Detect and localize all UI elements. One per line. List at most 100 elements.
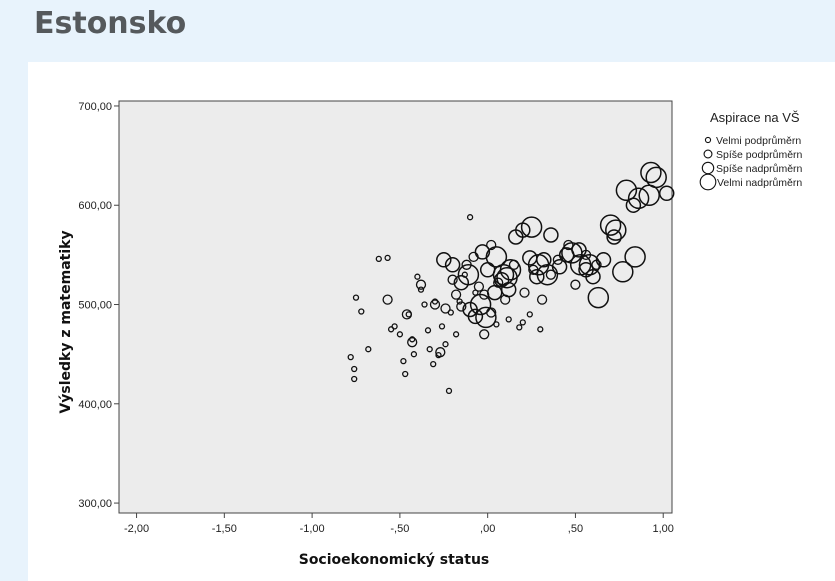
data-point	[351, 375, 358, 383]
data-point	[442, 341, 449, 348]
data-point	[409, 336, 416, 343]
x-tick-label: ,50	[568, 523, 583, 535]
x-tick-label: ,00	[480, 523, 495, 535]
data-point	[536, 263, 559, 286]
data-point	[450, 289, 462, 300]
data-point	[400, 357, 407, 365]
data-point	[479, 329, 490, 340]
data-point	[445, 387, 453, 395]
data-point	[606, 229, 622, 245]
y-tick-label: 700,00	[78, 101, 112, 113]
legend-marker	[703, 149, 713, 159]
data-point	[561, 242, 583, 264]
data-point	[516, 324, 523, 331]
data-point	[537, 326, 544, 333]
data-point	[438, 323, 446, 330]
legend-label: Velmi podprůměrn	[716, 135, 801, 147]
axes: -2,00 -1,50 -1,00 -,50 ,00 ,50 1,00 300,00 400,0…	[78, 101, 674, 535]
data-point	[396, 331, 404, 338]
data-point	[415, 279, 427, 290]
legend-marker	[704, 136, 712, 144]
data-point	[570, 279, 581, 290]
data-point	[457, 263, 480, 286]
data-point	[417, 286, 425, 293]
data-point	[453, 274, 470, 291]
data-point	[466, 214, 474, 221]
data-point	[435, 347, 446, 358]
data-point	[375, 255, 382, 263]
data-point	[407, 337, 418, 348]
data-point	[640, 161, 662, 184]
data-point	[436, 252, 452, 268]
data-point	[578, 254, 601, 276]
data-point	[402, 370, 409, 378]
data-point	[571, 242, 587, 258]
data-point	[612, 261, 634, 283]
data-point	[505, 316, 512, 323]
data-point	[536, 252, 552, 268]
data-point	[569, 254, 592, 276]
data-point	[519, 319, 526, 326]
data-point	[624, 246, 646, 268]
data-point	[543, 227, 559, 243]
x-tick-label: -,50	[390, 523, 409, 535]
data-point	[431, 298, 439, 305]
data-point	[347, 353, 354, 361]
data-point	[492, 263, 515, 286]
data-point	[536, 294, 548, 305]
data-point	[352, 294, 360, 301]
y-tick-label: 600,00	[78, 200, 112, 212]
data-point	[587, 286, 610, 309]
legend-label: Spíše nadprůměrn	[716, 163, 803, 175]
legend-marker	[699, 173, 717, 191]
data-point	[467, 308, 484, 325]
data-points	[347, 161, 675, 395]
data-point	[444, 257, 461, 273]
data-point	[391, 323, 398, 330]
data-point	[382, 294, 393, 305]
y-tick-label: 300,00	[78, 498, 112, 510]
x-tick-label: -2,00	[124, 523, 149, 535]
data-point	[475, 306, 497, 329]
data-point	[638, 184, 660, 207]
data-point	[595, 252, 612, 268]
data-point	[519, 287, 530, 298]
page-title: Estonsko	[34, 6, 187, 41]
legend-label: Velmi nadprůměrn	[717, 177, 802, 189]
x-tick-label: -1,50	[212, 523, 237, 535]
data-point	[486, 239, 497, 251]
x-axis-title: Socioekonomický status	[299, 552, 490, 568]
data-point	[358, 308, 365, 315]
data-point	[429, 299, 441, 310]
data-point	[426, 346, 433, 353]
data-point	[473, 281, 485, 292]
y-tick-label: 400,00	[78, 399, 112, 411]
data-point	[563, 239, 574, 251]
plot-area	[118, 100, 673, 514]
data-point	[526, 311, 533, 318]
legend: Aspirace na VŠ Velmi podprůměrn Spíše pod…	[699, 110, 803, 191]
data-point	[529, 268, 545, 285]
data-point	[351, 365, 358, 373]
data-point	[545, 269, 557, 280]
chart-figure: -2,00 -1,50 -1,00 -,50 ,00 ,50 1,00 300,00 400,0…	[28, 62, 835, 581]
data-point	[421, 301, 428, 308]
data-point	[430, 360, 437, 368]
data-point	[452, 331, 460, 338]
y-axis-title: Výsledky z matematiky	[58, 230, 74, 413]
data-point	[401, 309, 413, 320]
data-point	[585, 268, 601, 285]
data-point	[520, 216, 543, 238]
data-point	[469, 293, 492, 316]
data-point	[615, 179, 638, 202]
scatter-chart: -2,00 -1,50 -1,00 -,50 ,00 ,50 1,00 300,00 400,0…	[58, 100, 803, 568]
data-point	[410, 351, 418, 358]
data-point	[440, 303, 451, 314]
data-point	[424, 327, 432, 334]
data-point	[435, 351, 442, 359]
legend-label: Spíše podprůměrn	[716, 149, 803, 161]
data-point	[605, 219, 627, 241]
data-point	[456, 301, 467, 312]
data-point	[599, 214, 622, 236]
data-point	[499, 259, 522, 281]
